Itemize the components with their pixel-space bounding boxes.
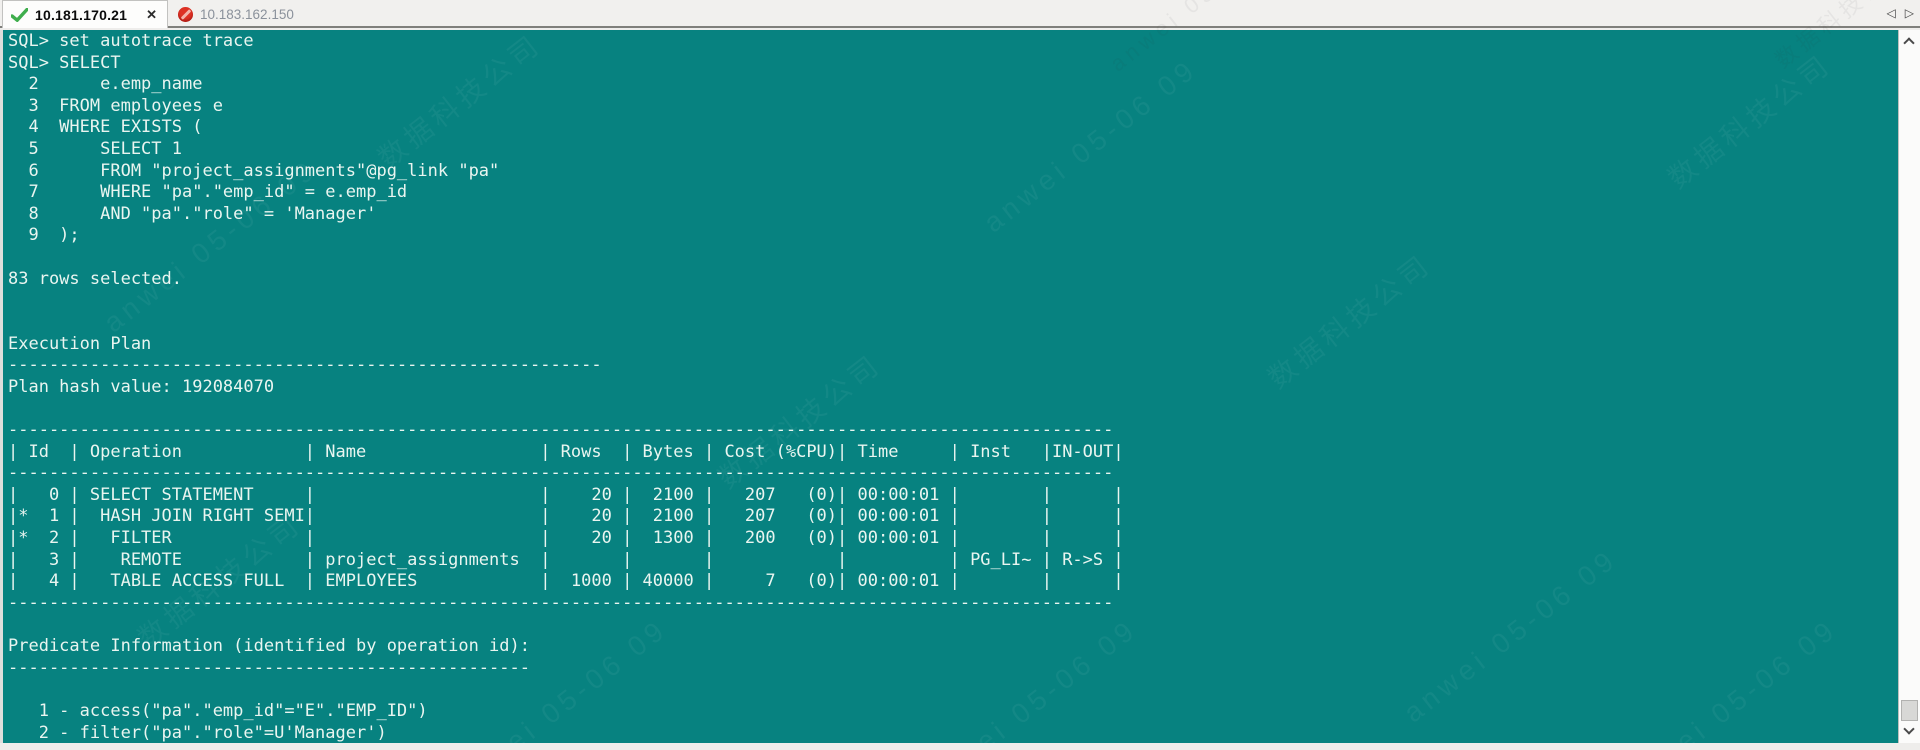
terminal-line: | Id | Operation | Name | Rows | Bytes |… (8, 441, 1124, 462)
terminal-line: Predicate Information (identified by ope… (8, 636, 530, 657)
terminal-line: ----------------------------------------… (8, 592, 1114, 613)
tab-label: 10.183.162.150 (200, 6, 294, 22)
terminal-line: 3 FROM employees e (8, 95, 223, 116)
terminal-line: SQL> set autotrace trace (8, 31, 254, 51)
scroll-up-icon (1903, 37, 1915, 49)
disconnected-icon (178, 6, 193, 22)
terminal-output: SQL> set autotrace trace SQL> SELECT 2 e.… (8, 31, 1898, 743)
tab-label: 10.181.170.21 (35, 6, 128, 23)
terminal-line (8, 679, 1898, 701)
terminal-line: 2 - filter("pa"."role"=U'Manager') (8, 722, 387, 743)
terminal-line: 7 WHERE "pa"."emp_id" = e.emp_id (8, 182, 408, 203)
terminal-line (8, 398, 1898, 420)
scrollbar-thumb[interactable] (1901, 700, 1918, 721)
scroll-up-button[interactable] (1899, 30, 1920, 52)
terminal-line: 8 AND "pa"."role" = 'Manager' (8, 203, 377, 224)
terminal-line: ----------------------------------------… (8, 463, 1114, 484)
terminal-line: Execution Plan (8, 333, 152, 354)
terminal-area[interactable]: SQL> set autotrace trace SQL> SELECT 2 e.… (0, 30, 1898, 743)
vertical-scrollbar[interactable] (1898, 30, 1920, 743)
terminal-line: | 0 | SELECT STATEMENT | | 20 | 2100 | 2… (8, 484, 1124, 505)
tab-session-1[interactable]: 10.181.170.21 ✕ (2, 0, 168, 28)
terminal-line: 1 - access("pa"."emp_id"="E"."EMP_ID") (8, 700, 428, 721)
terminal-line (8, 247, 1898, 269)
terminal-line: |* 2 | FILTER | | 20 | 1300 | 200 (0)| 0… (8, 528, 1124, 549)
terminal-line: 4 WHERE EXISTS ( (8, 117, 203, 138)
terminal-line: | 4 | TABLE ACCESS FULL | EMPLOYEES | 10… (8, 571, 1124, 592)
terminal-line: | 3 | REMOTE | project_assignments | | |… (8, 549, 1124, 570)
tab-scroll-left-icon[interactable]: ◁ (1886, 6, 1896, 20)
connected-check-icon (11, 7, 28, 22)
terminal-line: ----------------------------------------… (8, 355, 602, 376)
session-tab-bar: 10.181.170.21 ✕ 10.183.162.150 ◁ ▷ (0, 0, 1920, 28)
terminal-line: ----------------------------------------… (8, 657, 530, 678)
tab-session-2[interactable]: 10.183.162.150 (170, 0, 340, 28)
terminal-line: 5 SELECT 1 (8, 139, 182, 160)
tab-scroll-right-icon[interactable]: ▷ (1904, 6, 1914, 20)
terminal-line (8, 290, 1898, 312)
terminal-line: 83 rows selected. (8, 268, 182, 289)
terminal-line: 2 e.emp_name (8, 74, 203, 95)
terminal-line: ----------------------------------------… (8, 419, 1114, 440)
terminal-line (8, 312, 1898, 334)
terminal-line: SQL> SELECT (8, 52, 121, 73)
tab-close-icon[interactable]: ✕ (146, 7, 157, 22)
window-bottom-edge (0, 743, 1920, 750)
terminal-line: 6 FROM "project_assignments"@pg_link "pa… (8, 160, 500, 181)
scroll-down-button[interactable] (1899, 721, 1920, 743)
scroll-down-icon (1903, 723, 1915, 735)
terminal-line: 9 ); (8, 225, 80, 246)
terminal-line: |* 1 | HASH JOIN RIGHT SEMI| | 20 | 2100… (8, 506, 1124, 527)
tab-scroll-arrows: ◁ ▷ (1887, 3, 1914, 23)
terminal-line: Plan hash value: 192084070 (8, 376, 275, 397)
terminal-line (8, 614, 1898, 636)
